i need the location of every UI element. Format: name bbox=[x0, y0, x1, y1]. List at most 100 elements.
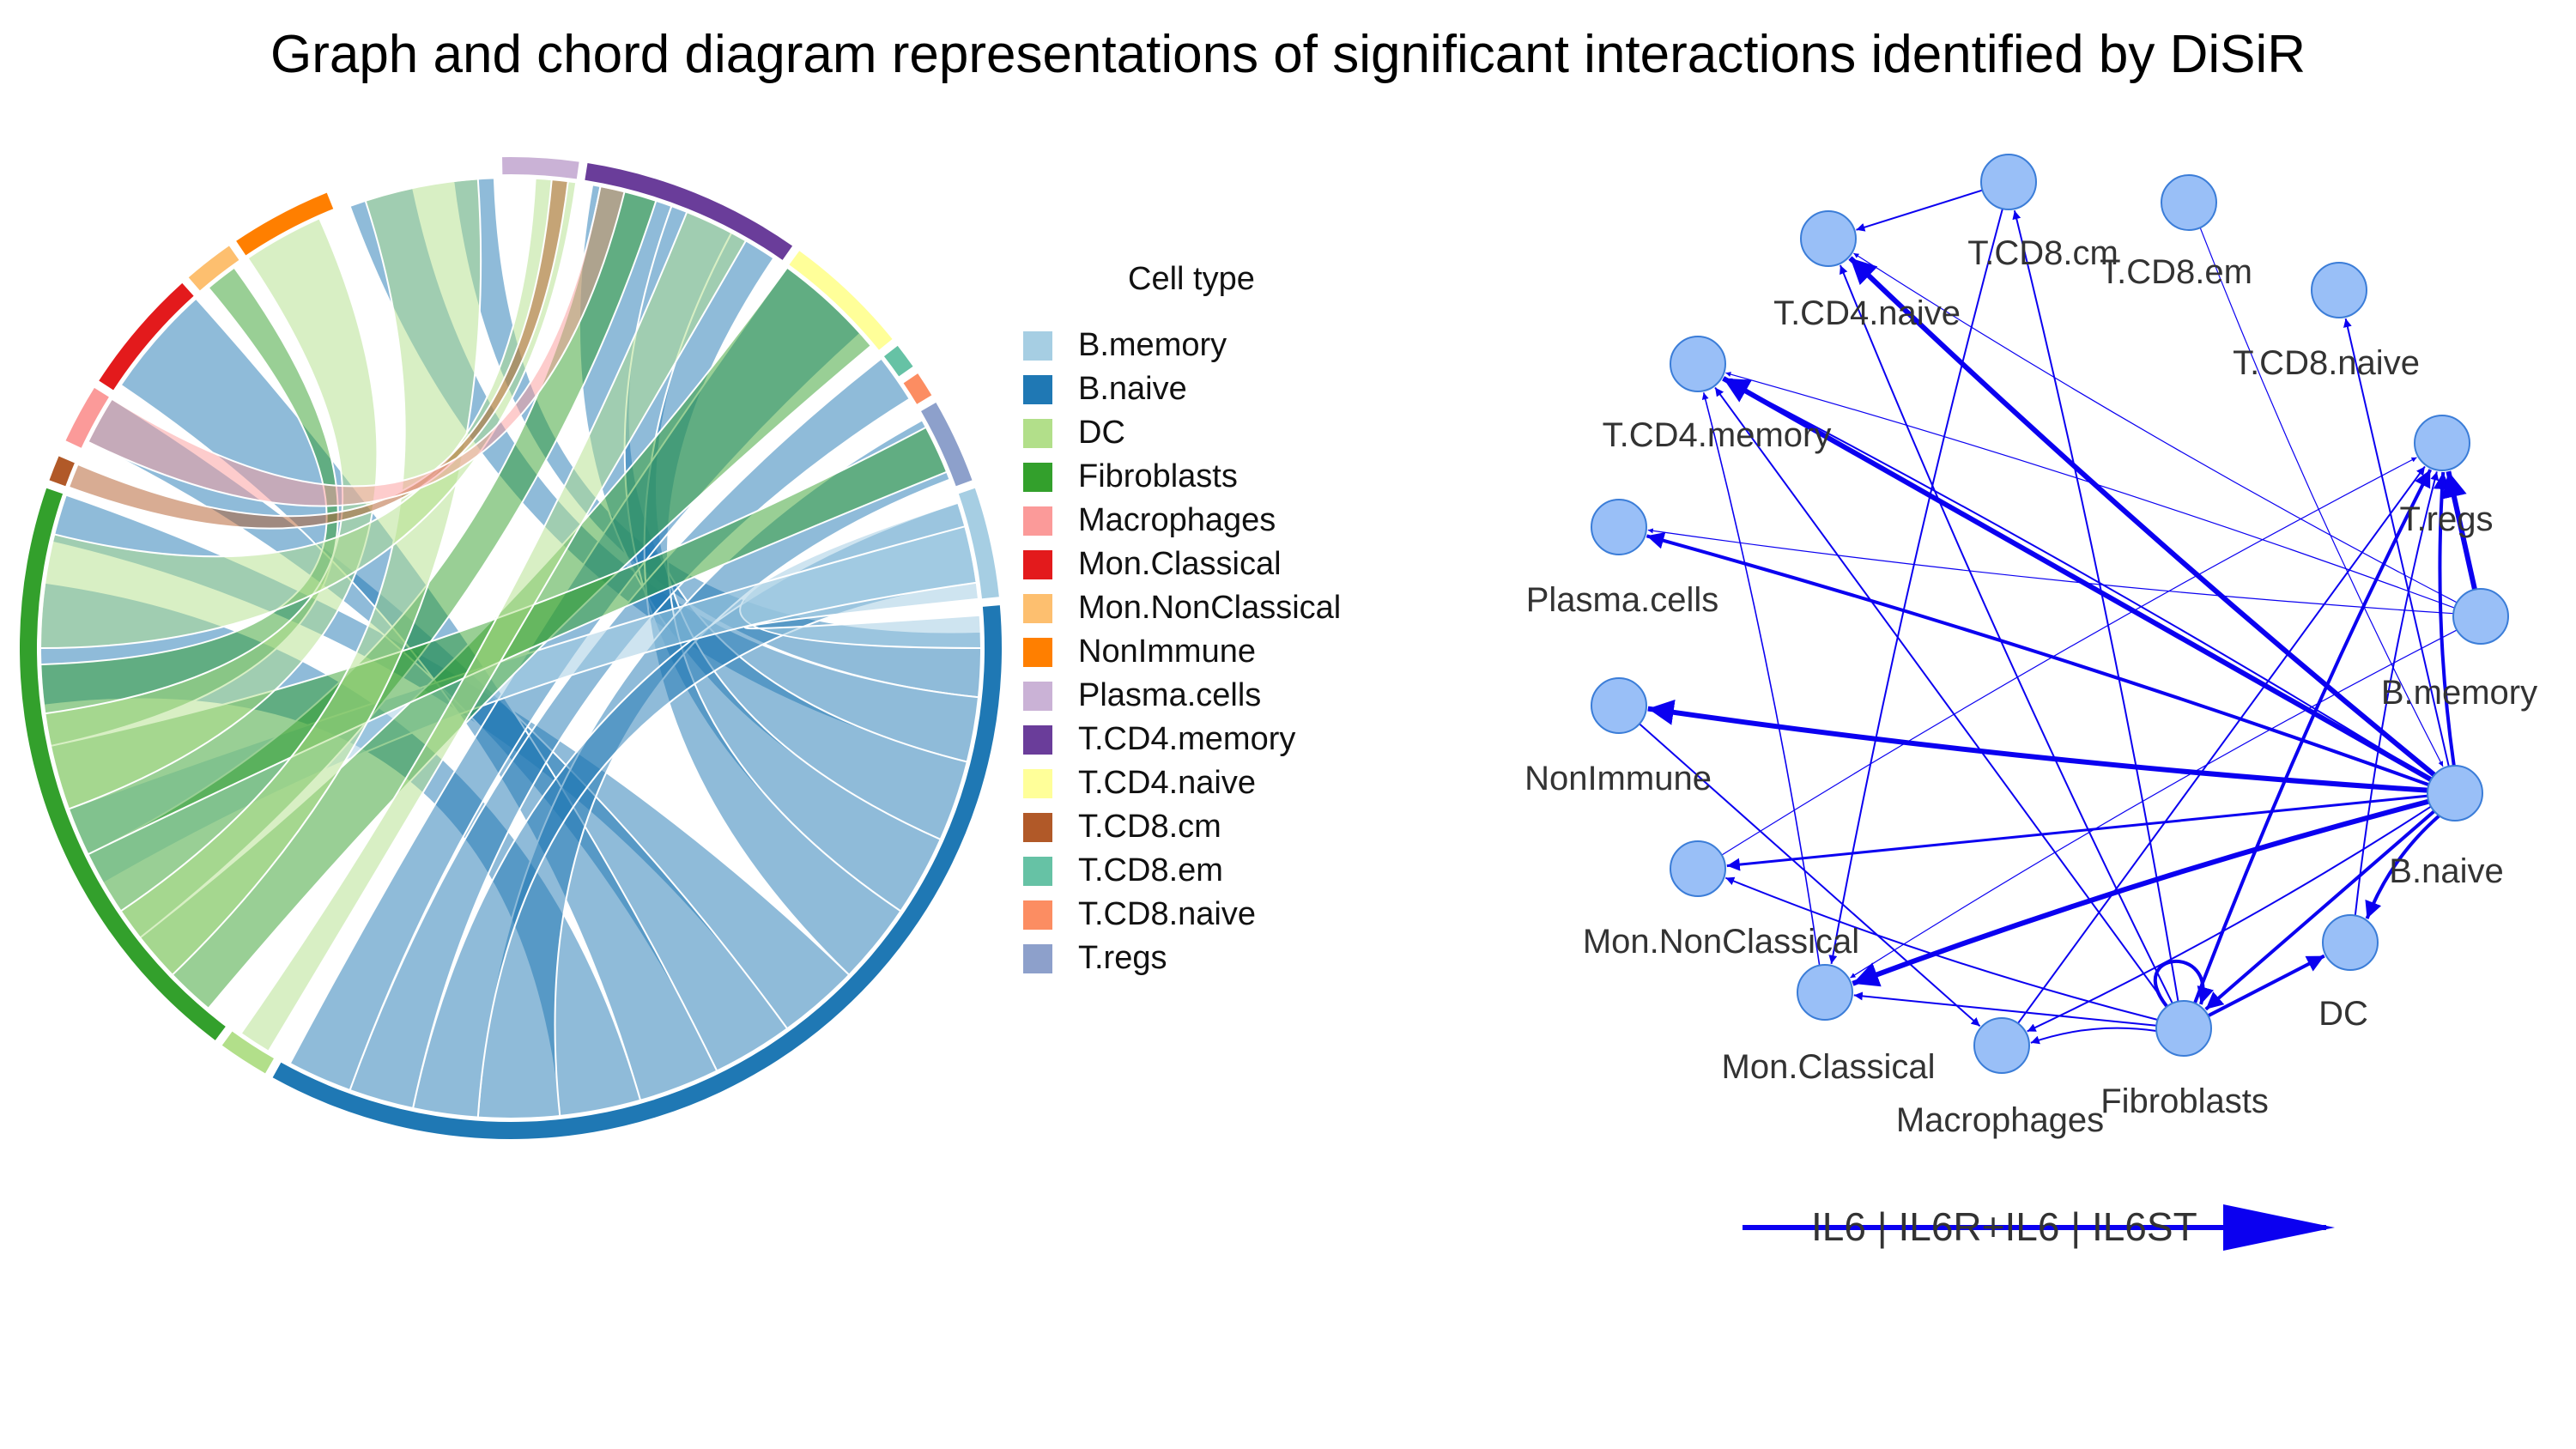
legend-label: T.CD8.naive bbox=[1078, 896, 1256, 932]
legend-item-t-cd8-em: T.CD8.em bbox=[1023, 849, 1341, 893]
legend-item-b-naive: B.naive bbox=[1023, 367, 1341, 411]
chord-sector-t-cd8-cm bbox=[49, 456, 75, 487]
legend-item-mon-classical: Mon.Classical bbox=[1023, 543, 1341, 586]
legend-label: T.CD8.em bbox=[1078, 852, 1223, 888]
chord-sector-t-cd8-em bbox=[883, 345, 913, 377]
legend-swatch bbox=[1023, 768, 1052, 798]
legend-label: Mon.NonClassical bbox=[1078, 590, 1342, 626]
chord-sector-t-cd8-naive bbox=[903, 373, 932, 404]
legend-swatch bbox=[1023, 374, 1052, 404]
legend-label: B.naive bbox=[1078, 371, 1187, 407]
graph-node-label: Plasma.cells bbox=[1526, 581, 1719, 619]
graph-node-label: T.regs bbox=[2400, 500, 2494, 538]
chord-diagram bbox=[19, 156, 1002, 1139]
graph-node-mon-classical bbox=[1797, 964, 1853, 1021]
edge-legend-label: IL6 | IL6R+IL6 | IL6ST bbox=[1811, 1204, 2197, 1249]
graph-edge-b-naive-to-mon-nonclassical bbox=[1726, 794, 2428, 871]
legend-item-fibroblasts: Fibroblasts bbox=[1023, 455, 1341, 499]
chord-sector-dc bbox=[221, 1031, 274, 1074]
legend-item-plasma-cells: Plasma.cells bbox=[1023, 674, 1341, 718]
chord-sector-mon-classical bbox=[99, 282, 194, 391]
graph-nodes: T.CD8.cmT.CD8.em T.CD8.naive T.regs B.memor… bbox=[1524, 154, 2537, 1139]
graph-edge-b-naive-to-t-cd4-memory bbox=[1722, 376, 2433, 782]
legend-item-nonimmune: NonImmune bbox=[1023, 630, 1341, 674]
legend-swatch bbox=[1023, 506, 1052, 536]
legend-swatch bbox=[1023, 681, 1052, 711]
legend-swatch bbox=[1023, 418, 1052, 448]
legend-swatch bbox=[1023, 462, 1052, 492]
graph-node-t-cd8-naive bbox=[2311, 262, 2367, 318]
legend-item-t-regs: T.regs bbox=[1023, 937, 1341, 980]
graph-node-t-regs bbox=[2414, 415, 2470, 471]
graph-edges bbox=[1639, 189, 2477, 1045]
legend-item-t-cd8-naive: T.CD8.naive bbox=[1023, 893, 1341, 937]
chord-ribbon-macrophages bbox=[87, 185, 626, 507]
legend-label: T.CD4.naive bbox=[1078, 765, 1256, 801]
graph-edge-b-naive-to-plasma-cells bbox=[1646, 532, 2430, 787]
chord-sector-arcs bbox=[19, 156, 1002, 1139]
chord-sector-t-cd4-naive bbox=[789, 251, 893, 350]
graph-edge-t-cd8-cm-to-t-cd4-naive bbox=[1856, 189, 1983, 232]
graph-node-b-naive bbox=[2427, 765, 2483, 822]
graph-node-t-cd8-em bbox=[2161, 174, 2217, 231]
graph-edge-b-memory-to-t-regs bbox=[2441, 470, 2477, 591]
graph-edge-b-naive-to-t-cd4-memory bbox=[1723, 377, 2432, 781]
legend-label: DC bbox=[1078, 415, 1125, 451]
legend-label: NonImmune bbox=[1078, 634, 1256, 670]
chord-ribbon-b-naive bbox=[349, 357, 912, 1110]
graph-edge-b-naive-to-macrophages bbox=[2027, 805, 2432, 1033]
chord-ribbon-dc bbox=[44, 217, 379, 810]
graph-edge-b-naive-to-nonimmune bbox=[1647, 699, 2428, 793]
graph-edge-b-naive-to-t-regs bbox=[2433, 471, 2456, 767]
legend-title: Cell type bbox=[1128, 261, 1255, 297]
interaction-graph: T.CD8.cmT.CD8.em T.CD8.naive T.regs B.memor… bbox=[1524, 154, 2537, 1139]
graph-edge-fibroblasts-to-mon-classical bbox=[1853, 991, 2157, 1027]
legend-item-t-cd4-naive: T.CD4.naive bbox=[1023, 761, 1341, 805]
graph-edge-b-memory-to-t-cd4-memory bbox=[1725, 372, 2455, 609]
graph-node-label: Mon.NonClassical bbox=[1583, 923, 1859, 961]
chord-sector-b-memory bbox=[958, 488, 999, 599]
graph-node-label: T.CD4.naive bbox=[1773, 294, 1961, 332]
edge-legend-arrowhead bbox=[2223, 1204, 2335, 1251]
legend-swatch bbox=[1023, 724, 1052, 755]
legend-item-t-cd8-cm: T.CD8.cm bbox=[1023, 805, 1341, 849]
graph-edge-self-loop bbox=[2153, 959, 2214, 1008]
graph-node-t-cd8-cm bbox=[1980, 154, 2037, 210]
chord-sector-mon-nonclassical bbox=[188, 246, 239, 291]
graph-edge-fibroblasts-to-t-regs bbox=[2193, 469, 2433, 1004]
legend-label: T.CD4.memory bbox=[1078, 721, 1296, 757]
graph-edge-fibroblasts-to-t-cd4-memory bbox=[1714, 386, 2168, 1007]
graph-edge-b-naive-to-dc bbox=[2365, 814, 2440, 919]
legend-item-t-cd4-memory: T.CD4.memory bbox=[1023, 718, 1341, 761]
graph-edge-dc-to-t-regs bbox=[2354, 471, 2440, 916]
graph-edge-fibroblasts-to-macrophages bbox=[2030, 1027, 2157, 1045]
graph-node-label: NonImmune bbox=[1524, 760, 1712, 797]
graph-edge-fibroblasts-to-mon-nonclassical bbox=[1724, 876, 2158, 1021]
edge-legend: IL6 | IL6R+IL6 | IL6ST bbox=[1743, 1204, 2335, 1251]
legend-label: Mon.Classical bbox=[1078, 546, 1282, 582]
chord-sector-t-regs bbox=[921, 403, 973, 487]
legend-swatch bbox=[1023, 637, 1052, 667]
legend-swatch bbox=[1023, 549, 1052, 579]
graph-node-b-memory bbox=[2452, 588, 2509, 645]
legend-label: Fibroblasts bbox=[1078, 458, 1238, 494]
legend-label: Macrophages bbox=[1078, 502, 1276, 538]
graph-node-label: T.CD8.em bbox=[2100, 253, 2252, 291]
graph-node-nonimmune bbox=[1591, 677, 1647, 734]
graph-node-t-cd4-naive bbox=[1800, 210, 1857, 267]
chord-ribbon-dc bbox=[239, 210, 748, 1053]
chord-ribbon-dc bbox=[119, 178, 482, 977]
graph-edge-b-memory-to-plasma-cells bbox=[1647, 528, 2454, 615]
graph-edge-fibroblasts-to-t-cd8-cm bbox=[2012, 210, 2179, 1002]
legend-swatch bbox=[1023, 593, 1052, 623]
graph-node-label: Mon.Classical bbox=[1722, 1048, 1936, 1086]
legend-label: Plasma.cells bbox=[1078, 677, 1262, 713]
graph-edge-mon-classical-to-t-cd4-memory bbox=[1701, 392, 1821, 966]
chord-ribbons bbox=[39, 177, 983, 1120]
graph-edge-mon-nonclassical-to-t-regs bbox=[1721, 457, 2417, 856]
graph-node-label: B.naive bbox=[2389, 852, 2503, 890]
chord-sector-nonimmune bbox=[236, 192, 334, 256]
graph-node-label: T.CD8.naive bbox=[2233, 344, 2420, 382]
graph-edge-b-memory-to-mon-classical bbox=[1850, 629, 2458, 979]
legend-item-b-memory: B.memory bbox=[1023, 324, 1341, 367]
